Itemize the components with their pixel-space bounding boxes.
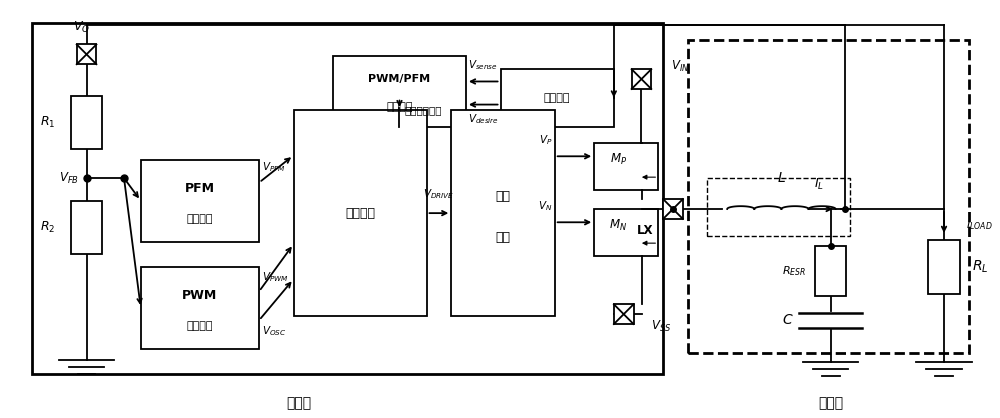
Text: $V_{desire}$: $V_{desire}$ bbox=[468, 112, 499, 126]
Text: $V_{PWM}$: $V_{PWM}$ bbox=[262, 270, 289, 284]
Text: $V_O$: $V_O$ bbox=[73, 20, 90, 35]
Text: PFM: PFM bbox=[185, 182, 215, 195]
Bar bbox=[294, 110, 427, 316]
Text: $I_{LOAD}$: $I_{LOAD}$ bbox=[966, 219, 992, 232]
Text: $V_{sense}$: $V_{sense}$ bbox=[468, 59, 498, 72]
Bar bbox=[333, 56, 466, 127]
Bar bbox=[632, 69, 651, 89]
Text: 模式检测: 模式检测 bbox=[386, 102, 413, 112]
Text: $L$: $L$ bbox=[777, 171, 786, 185]
Bar bbox=[707, 178, 850, 236]
Text: $C$: $C$ bbox=[782, 314, 793, 327]
Bar bbox=[594, 143, 658, 191]
Text: $R_2$: $R_2$ bbox=[40, 220, 55, 235]
Text: $V_{FB}$: $V_{FB}$ bbox=[59, 171, 79, 186]
Bar bbox=[688, 40, 969, 353]
Bar bbox=[71, 201, 102, 255]
Bar bbox=[451, 110, 555, 316]
Bar bbox=[501, 69, 614, 127]
Text: $M_N$: $M_N$ bbox=[609, 218, 628, 233]
Text: PWM/PFM: PWM/PFM bbox=[368, 74, 431, 84]
Bar bbox=[71, 96, 102, 149]
Text: PWM: PWM bbox=[182, 289, 218, 302]
Text: $I_L$: $I_L$ bbox=[814, 177, 824, 192]
Text: LX: LX bbox=[637, 224, 654, 237]
Bar bbox=[141, 267, 259, 349]
Bar bbox=[594, 209, 658, 256]
Text: 电流检测: 电流检测 bbox=[544, 93, 570, 103]
Bar bbox=[614, 304, 634, 324]
Text: 控制模块: 控制模块 bbox=[187, 321, 213, 331]
Text: $V_{OSC}$: $V_{OSC}$ bbox=[262, 324, 286, 338]
Text: $R_L$: $R_L$ bbox=[972, 259, 988, 275]
Bar bbox=[815, 246, 846, 296]
Text: 控制逻辑: 控制逻辑 bbox=[345, 206, 375, 219]
Text: $V_P$: $V_P$ bbox=[539, 133, 553, 147]
Text: $V_{DRIVE}$: $V_{DRIVE}$ bbox=[423, 187, 455, 201]
Text: 模式选择信号: 模式选择信号 bbox=[404, 105, 442, 115]
Text: $V_{SS}$: $V_{SS}$ bbox=[651, 319, 672, 334]
Text: $R_1$: $R_1$ bbox=[40, 115, 55, 130]
Text: 电路: 电路 bbox=[495, 232, 510, 245]
Text: 芯片外: 芯片外 bbox=[818, 396, 843, 410]
Text: 驱动: 驱动 bbox=[495, 190, 510, 203]
Text: $V_{IN}$: $V_{IN}$ bbox=[671, 59, 689, 74]
Bar bbox=[32, 23, 663, 374]
Bar bbox=[928, 240, 960, 293]
Bar bbox=[663, 199, 683, 219]
Bar bbox=[141, 160, 259, 242]
Text: $R_{ESR}$: $R_{ESR}$ bbox=[782, 264, 806, 278]
Text: 控制模块: 控制模块 bbox=[187, 214, 213, 224]
Text: $M_P$: $M_P$ bbox=[610, 152, 627, 167]
Text: 芯片内: 芯片内 bbox=[286, 396, 311, 410]
Text: $V_N$: $V_N$ bbox=[538, 199, 553, 213]
Text: $V_{PFM}$: $V_{PFM}$ bbox=[262, 160, 286, 173]
Bar bbox=[77, 44, 96, 64]
